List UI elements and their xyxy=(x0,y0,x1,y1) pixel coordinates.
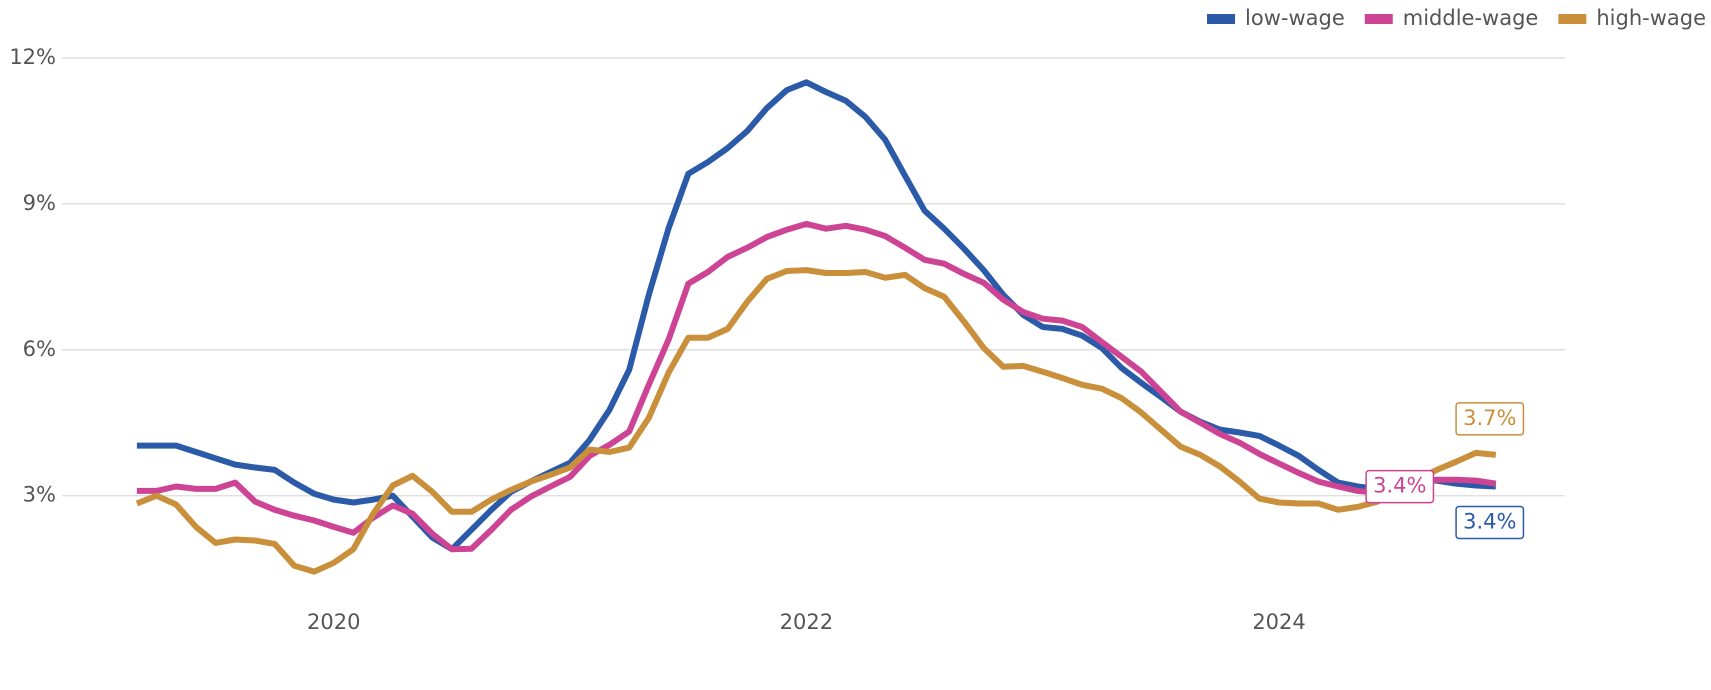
end-label: 3.7% xyxy=(1455,402,1525,436)
end-label-text: 3.4% xyxy=(1463,509,1516,533)
y-tick-label: 9% xyxy=(23,191,56,215)
x-tick-label: 2020 xyxy=(307,610,360,634)
legend-swatch xyxy=(1558,14,1587,24)
end-label: 3.4% xyxy=(1455,505,1525,540)
end-label-box xyxy=(1455,505,1525,540)
end-label-box xyxy=(1365,469,1435,504)
legend-label: middle-wage xyxy=(1403,6,1539,30)
x-tick-label: 2024 xyxy=(1252,610,1305,634)
end-label-text: 3.4% xyxy=(1373,474,1426,498)
end-label-text: 3.7% xyxy=(1463,406,1516,430)
x-tick-label: 2022 xyxy=(780,610,833,634)
legend-swatch xyxy=(1207,14,1236,24)
line-series xyxy=(135,267,1497,575)
end-label: 3.4% xyxy=(1365,469,1435,504)
legend-label: high-wage xyxy=(1596,6,1706,30)
line-series xyxy=(136,79,1496,553)
y-tick-label: 12% xyxy=(9,45,56,69)
legend: high-wage middle-wage low-wage xyxy=(1207,6,1706,30)
y-tick-label: 3% xyxy=(23,483,56,507)
legend-label: low-wage xyxy=(1245,6,1345,30)
line-series xyxy=(136,220,1497,553)
end-label-box xyxy=(1455,402,1525,436)
y-tick-label: 6% xyxy=(23,337,56,361)
legend-swatch xyxy=(1364,14,1393,24)
